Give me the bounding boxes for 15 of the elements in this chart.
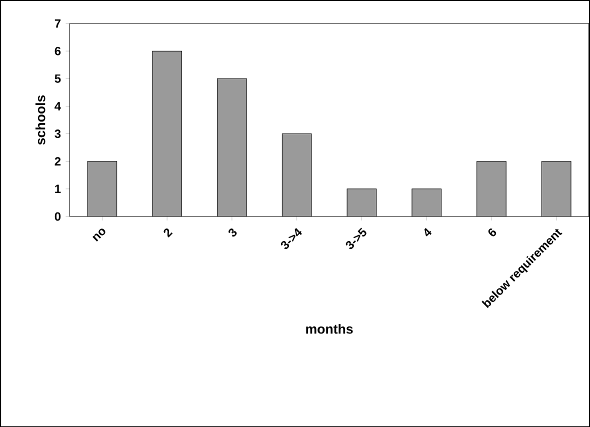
y-tick-label: 5 [54, 74, 61, 83]
y-tick-label: 1 [55, 184, 61, 193]
y-tick-label: 0 [54, 212, 61, 221]
y-tick-label: 3 [54, 129, 61, 138]
x-tick-label: 3 [228, 228, 237, 236]
x-axis-title: months [306, 324, 353, 334]
x-tick-label: 4 [424, 228, 432, 236]
x-tick-label: 2 [164, 228, 173, 238]
x-tick-label: no [92, 228, 106, 242]
y-tick-label: 7 [54, 19, 61, 28]
y-axis-title: schools [35, 95, 46, 145]
y-tick-label: 4 [54, 102, 61, 110]
y-tick-label: 6 [54, 46, 61, 56]
x-tick-label: 6 [488, 228, 496, 236]
y-tick-label: 2 [54, 157, 61, 166]
